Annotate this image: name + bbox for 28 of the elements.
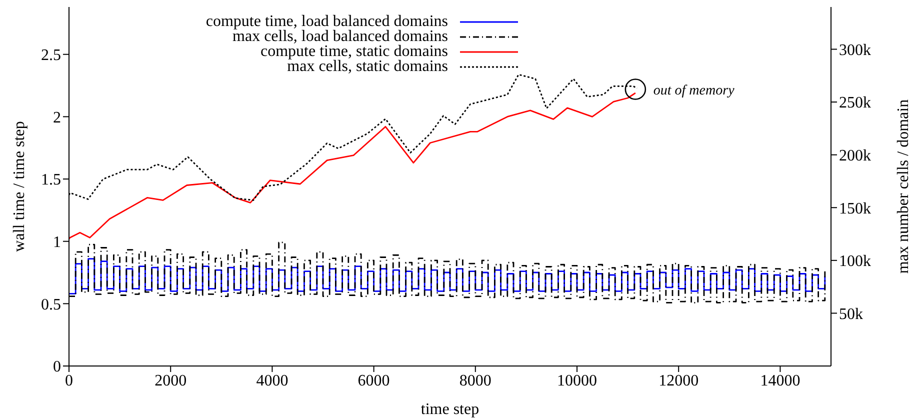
y2-axis-title: max number cells / domain [895, 99, 912, 274]
y-tick-label: 0.5 [41, 296, 61, 314]
y2-tick-label: 150k [839, 200, 871, 218]
x-tick-label: 4000 [256, 372, 288, 390]
y-tick-label: 2.5 [41, 47, 61, 64]
y2-tick-label: 50k [839, 306, 863, 323]
x-tick-label: 2000 [154, 372, 187, 390]
x-axis-title: time step [420, 401, 480, 418]
legend-label: max cells, static domains [287, 58, 448, 75]
y2-tick-label: 100k [839, 253, 871, 270]
y2-tick-label: 200k [839, 148, 871, 165]
x-tick-label: 12000 [658, 372, 699, 390]
x-tick-label: 14000 [760, 372, 800, 390]
legend-label: compute time, static domains [260, 43, 448, 60]
x-tick-label: 0 [65, 372, 73, 390]
legend-label: compute time, load balanced domains [206, 13, 448, 30]
x-tick-label: 6000 [358, 372, 390, 390]
y-tick-label: 1 [53, 234, 61, 252]
x-tick-label: 8000 [459, 372, 492, 390]
legend-label: max cells, load balanced domains [232, 28, 448, 45]
y2-tick-label: 250k [839, 94, 871, 112]
y2-tick-label: 300k [839, 42, 871, 59]
y-tick-label: 1.5 [41, 172, 61, 189]
y-tick-label: 0 [53, 358, 61, 376]
x-tick-label: 10000 [557, 372, 597, 390]
annotation: out of memory [653, 83, 736, 98]
y-tick-label: 2 [53, 109, 61, 126]
y-axis-title: wall time / time step [11, 121, 28, 252]
